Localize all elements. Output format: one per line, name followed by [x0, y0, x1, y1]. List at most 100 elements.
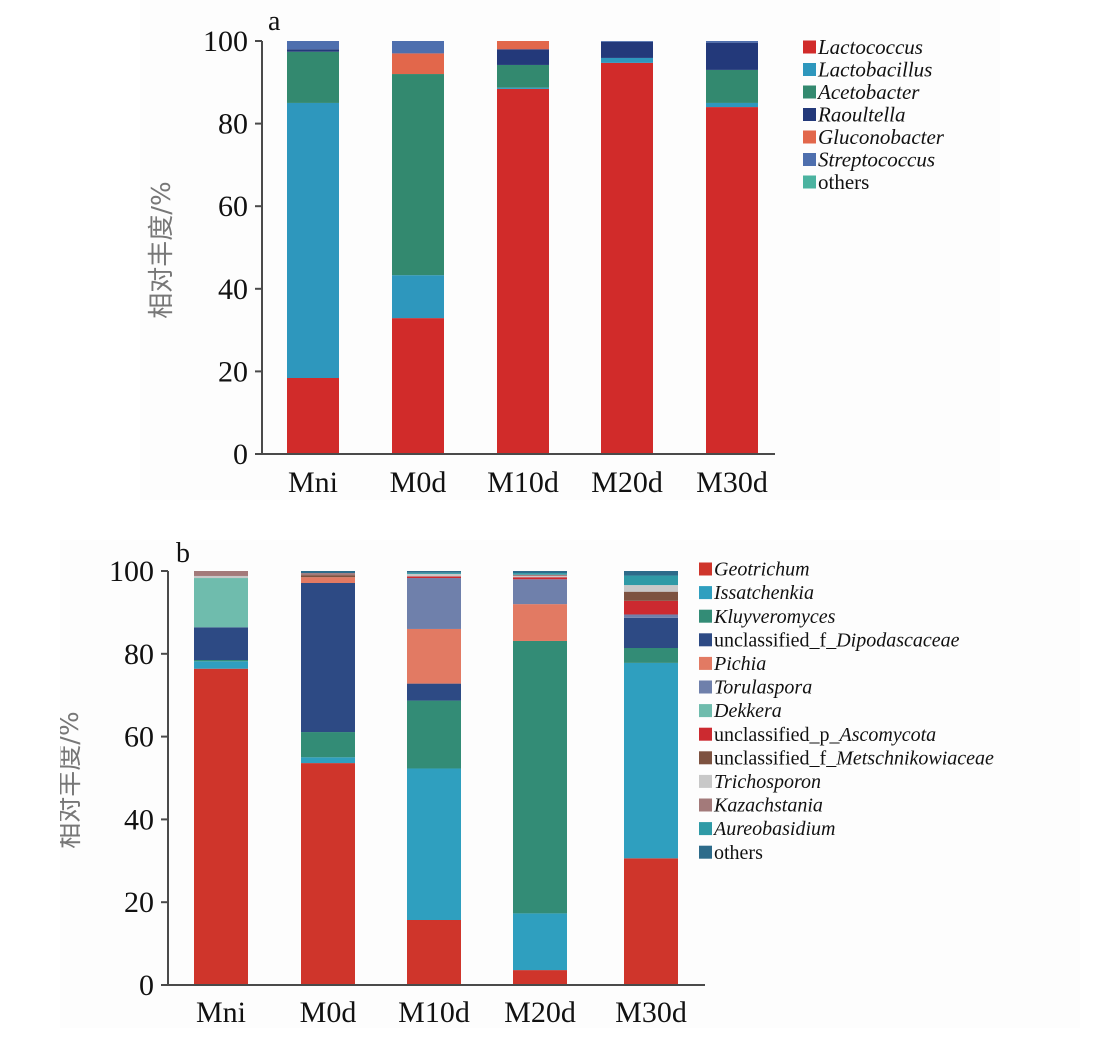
bar-segment — [194, 575, 248, 579]
y-tick-label: 80 — [124, 638, 154, 671]
chart-b-svg: Mni M0d M10d M20d M30d 0 20 40 60 80 100 b 相对丰度/% Geo… — [60, 540, 994, 1028]
y-tick-label: 60 — [218, 190, 248, 223]
legend-swatch — [699, 822, 712, 836]
legend-item: Dekkera — [699, 700, 782, 722]
bar-segment — [407, 683, 461, 701]
legend-label: Raoultella — [817, 102, 906, 126]
bar-segment — [513, 604, 567, 641]
bar-stack-M20d — [601, 41, 653, 454]
y-tick-label: 0 — [233, 438, 248, 471]
bar-segment — [287, 51, 339, 103]
bar-segment — [497, 87, 549, 89]
bar-segment — [392, 74, 444, 276]
bar-segment — [301, 757, 355, 764]
legend-label: Gluconobacter — [818, 125, 945, 149]
legend-label: Trichosporon — [714, 771, 821, 793]
bar-segment — [287, 378, 339, 454]
bar-segment — [624, 617, 678, 649]
legend-label: Torulaspora — [714, 677, 812, 699]
y-tick-label: 0 — [139, 969, 154, 1002]
x-tick-label: M30d — [696, 466, 768, 499]
bar-segment — [407, 573, 461, 577]
bar-segment — [706, 107, 758, 454]
bar-segment — [301, 583, 355, 733]
bar-segment — [706, 42, 758, 70]
panel-letter: b — [176, 540, 190, 569]
bar-segment — [624, 858, 678, 985]
y-tick-label: 40 — [124, 803, 154, 836]
bar-segment — [513, 577, 567, 580]
bar-segment — [624, 648, 678, 663]
bar-segment — [513, 913, 567, 971]
legend-swatch — [803, 63, 816, 76]
legend-item: Kluyveromyces — [699, 606, 836, 628]
legend-swatch — [699, 751, 712, 765]
legend-swatch — [699, 680, 712, 694]
bar-segment — [392, 275, 444, 319]
bar-stack-M0d — [301, 571, 355, 985]
y-tick-label: 20 — [124, 886, 154, 919]
legend-swatch — [699, 798, 712, 812]
bar-stack-M20d — [513, 571, 567, 985]
bar-segment — [194, 661, 248, 669]
legend-label: unclassified_f_Dipodascaceae — [714, 629, 960, 651]
legend: GeotrichumIssatchenkiaKluyveromycesuncla… — [699, 559, 994, 864]
legend-label: Acetobacter — [816, 80, 920, 104]
bar-segment — [601, 41, 653, 42]
legend-item: Torulaspora — [699, 677, 812, 699]
legend-item: unclassified_p_Ascomycota — [699, 724, 936, 746]
bar-segment — [497, 41, 549, 50]
bar-segment — [706, 41, 758, 43]
legend-swatch — [699, 609, 712, 623]
y-axis-title: 相对丰度/% — [60, 711, 85, 848]
bar-segment — [194, 668, 248, 985]
bar-segment — [407, 578, 461, 629]
bar-segment — [624, 614, 678, 618]
bar-segment — [392, 41, 444, 54]
bar-stack-M30d — [624, 571, 678, 985]
x-tick-label: M0d — [390, 466, 447, 499]
legend-item: Acetobacter — [803, 80, 920, 104]
bar-segment — [706, 102, 758, 108]
bar-segment — [497, 49, 549, 65]
y-tick-label: 40 — [218, 273, 248, 306]
bar-stack-M0d — [392, 41, 444, 454]
bar-segment — [624, 600, 678, 615]
y-tick-label: 100 — [203, 25, 248, 58]
bar-segment — [601, 57, 653, 63]
y-axis-title: 相对丰度/% — [147, 181, 177, 318]
legend-item: Lactococcus — [803, 35, 923, 59]
y-tick-label: 100 — [109, 555, 154, 588]
bar-segment — [624, 662, 678, 859]
legend-swatch — [699, 704, 712, 718]
bar-segment — [301, 732, 355, 758]
bar-segment — [392, 53, 444, 75]
bar-segment — [497, 88, 549, 455]
legend-swatch — [699, 586, 712, 600]
bar-segment — [513, 579, 567, 605]
legend-item: Streptococcus — [803, 147, 935, 171]
bar-segment — [287, 41, 339, 50]
legend-item: Aureobasidium — [699, 818, 835, 840]
legend-item: unclassified_f_Metschnikowiaceae — [699, 747, 994, 769]
x-tick-label: Mni — [196, 996, 246, 1028]
bar-segment — [194, 660, 248, 662]
bar-segment — [706, 69, 758, 103]
legend-label: unclassified_p_Ascomycota — [714, 724, 936, 746]
bar-segment — [513, 573, 567, 575]
bar-segment — [301, 577, 355, 584]
legend-item: unclassified_f_Dipodascaceae — [699, 629, 960, 651]
legend-label: Aureobasidium — [712, 818, 835, 840]
bar-segment — [301, 763, 355, 985]
legend-swatch — [699, 774, 712, 788]
bar-segment — [301, 571, 355, 574]
legend-swatch — [699, 633, 712, 647]
legend-item: Geotrichum — [699, 559, 810, 581]
bar-segment — [194, 571, 248, 576]
legend-swatch — [803, 130, 816, 144]
legend-item: others — [699, 842, 763, 864]
chart-a-svg: Mni M0d M10d M20d M30d 0 20 40 60 80 100 a 相对丰度/% Lac… — [147, 6, 945, 499]
legend-swatch — [803, 85, 816, 99]
legend-swatch — [803, 153, 816, 166]
bar-segment — [624, 585, 678, 592]
